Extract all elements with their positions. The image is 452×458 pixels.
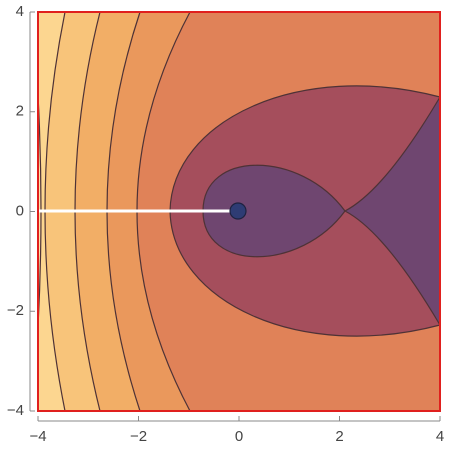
contour-plot <box>37 11 441 412</box>
x-tick-label: 4 <box>436 428 444 445</box>
y-tick-label: 2 <box>16 103 24 120</box>
y-tick-label: 0 <box>16 202 24 219</box>
singularity <box>229 202 247 220</box>
x-tick-label: −4 <box>29 428 46 445</box>
x-tick-label: 0 <box>235 428 243 445</box>
plot-border <box>37 11 441 412</box>
x-tick-label: −2 <box>130 428 147 445</box>
x-tick-label: 2 <box>335 428 343 445</box>
y-tick-label: 4 <box>16 3 24 20</box>
y-tick-label: −2 <box>7 302 24 319</box>
y-tick-label: −4 <box>7 402 24 419</box>
